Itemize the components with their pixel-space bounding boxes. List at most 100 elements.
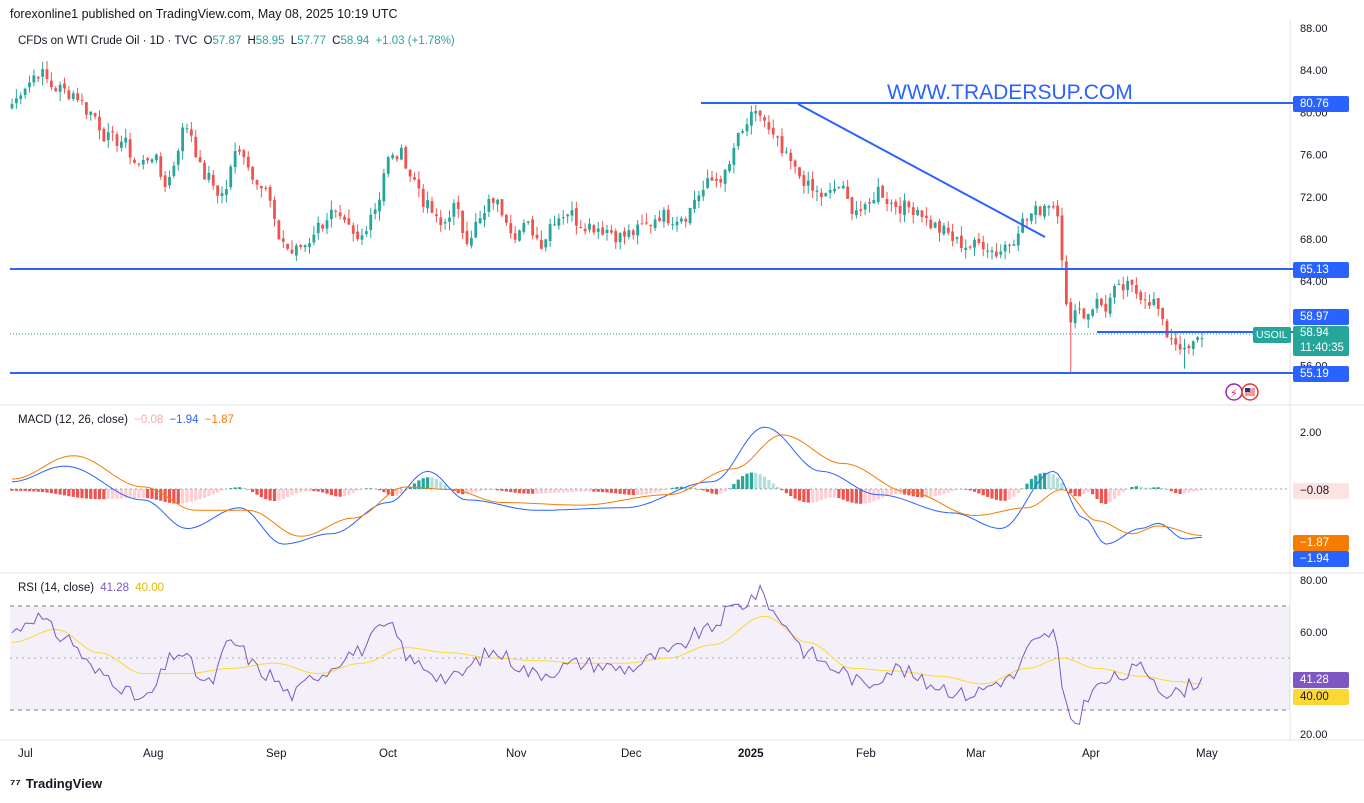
candle-body	[671, 224, 675, 226]
macd-histogram-bar	[789, 489, 793, 497]
time-axis[interactable]: Jul Aug Sep Oct Nov Dec 2025 Feb Mar Apr May	[18, 748, 1218, 760]
candle-body	[28, 82, 31, 88]
candle-body	[618, 233, 622, 243]
symbol-legend[interactable]: CFDs on WTI Crude Oil · 1D · TVC O57.87 …	[18, 35, 458, 47]
macd-histogram-bar	[736, 479, 740, 489]
macd-histogram[interactable]	[10, 472, 1204, 504]
macd-histogram-bar	[679, 486, 683, 489]
rsi-value: 41.28	[100, 582, 130, 594]
macd-histogram-bar	[837, 489, 841, 499]
candle-body	[1056, 205, 1060, 217]
rsi-name[interactable]: RSI (14, close)	[18, 582, 95, 594]
candle-body	[994, 251, 998, 257]
macd-histogram-bar	[531, 489, 535, 494]
trend-line[interactable]	[797, 103, 1046, 238]
candle-body	[1126, 280, 1130, 290]
footer-brand[interactable]: ⁷⁷ TradingView	[10, 776, 102, 791]
macd-histogram-bar	[1104, 489, 1108, 504]
candle-body	[732, 148, 736, 165]
candle-body	[216, 185, 220, 196]
candle-body	[119, 141, 123, 148]
candle-body	[1152, 298, 1156, 306]
macd-histogram-bar	[1147, 487, 1152, 489]
price-axis[interactable]: 88.0084.0080.0076.0072.0068.0064.0056.00…	[1300, 23, 1328, 741]
signal-line[interactable]	[11, 434, 1203, 537]
symbol-name[interactable]: CFDs on WTI Crude Oil · 1D · TVC	[18, 35, 198, 47]
price-tick-label: 76.00	[1300, 150, 1328, 162]
macd-histogram-bar	[627, 489, 631, 495]
price-tick-label: 64.00	[1300, 276, 1328, 288]
candle-body	[1091, 309, 1095, 316]
badge-support-mid: 65.13	[1293, 262, 1349, 278]
time-tick-label: Aug	[143, 748, 163, 760]
badge-macd-histogram: −0.08	[1293, 483, 1349, 499]
candle-body	[605, 229, 609, 233]
candle-body	[1161, 307, 1165, 320]
macd-histogram-bar	[294, 489, 298, 494]
macd-histogram-bar	[465, 489, 469, 494]
candle-body	[233, 151, 237, 168]
macd-histogram-bar	[84, 489, 88, 499]
rsi-legend[interactable]: RSI (14, close) 41.28 40.00	[18, 582, 167, 594]
candle-body	[758, 110, 762, 116]
candle-body	[491, 198, 495, 203]
macd-histogram-bar	[1047, 473, 1051, 489]
candle-body	[535, 234, 539, 239]
macd-histogram-bar	[124, 489, 128, 499]
macd-histogram-bar	[552, 489, 557, 493]
macd-line[interactable]	[11, 426, 1203, 545]
macd-name[interactable]: MACD (12, 26, close)	[18, 414, 128, 426]
candle-body	[920, 210, 924, 218]
macd-histogram-bar	[981, 489, 985, 496]
macd-histogram-bar	[97, 489, 102, 500]
candle-body	[1113, 286, 1116, 298]
macd-histogram-bar	[885, 489, 889, 497]
candle-body	[242, 150, 246, 158]
candle-body	[649, 224, 653, 227]
macd-histogram-bar	[609, 489, 613, 493]
candle-body	[408, 169, 412, 177]
macd-histogram-bar	[259, 489, 263, 498]
candle-body	[1069, 302, 1073, 323]
candle-body	[1064, 261, 1068, 305]
macd-histogram-bar	[1130, 486, 1134, 489]
macd-histogram-bar	[1025, 483, 1029, 489]
candle-body	[833, 188, 836, 192]
candle-body	[889, 202, 893, 204]
macd-histogram-bar	[1060, 482, 1064, 489]
candle-body	[1121, 284, 1125, 291]
macd-histogram-bar	[889, 489, 893, 496]
macd-histogram-bar	[1182, 489, 1187, 494]
candle-body	[509, 223, 513, 234]
macd-histogram-bar	[723, 489, 727, 492]
candle-body	[176, 150, 180, 165]
rsi-line[interactable]	[11, 584, 1203, 725]
macd-histogram-bar	[67, 489, 71, 497]
candle-body	[1139, 291, 1143, 300]
symbol-tag[interactable]: USOIL	[1253, 327, 1291, 343]
macd-histogram-bar	[194, 489, 198, 501]
candle-body	[1008, 244, 1011, 246]
macd-histogram-bar	[517, 489, 522, 494]
macd-histogram-bar	[898, 489, 902, 495]
macd-histogram-bar	[863, 489, 867, 504]
macd-legend[interactable]: MACD (12, 26, close) −0.08 −1.94 −1.87	[18, 414, 237, 426]
open-value: 57.87	[212, 35, 242, 47]
candle-body	[281, 238, 285, 242]
macd-histogram-bar	[268, 489, 272, 501]
macd-histogram-bar	[745, 473, 749, 489]
candle-body	[938, 221, 941, 233]
macd-histogram-bar	[233, 487, 237, 489]
candle-body	[911, 207, 915, 216]
candle-body	[343, 216, 346, 221]
macd-histogram-bar	[439, 481, 443, 489]
macd-histogram-bar	[1156, 487, 1160, 489]
macd-histogram-bar	[561, 489, 565, 493]
time-tick-label: May	[1196, 748, 1218, 760]
candle-body	[264, 187, 268, 189]
macd-histogram-bar	[1095, 489, 1099, 499]
candles[interactable]	[10, 61, 1204, 373]
candle-body	[133, 159, 136, 163]
candle-body	[854, 210, 858, 216]
